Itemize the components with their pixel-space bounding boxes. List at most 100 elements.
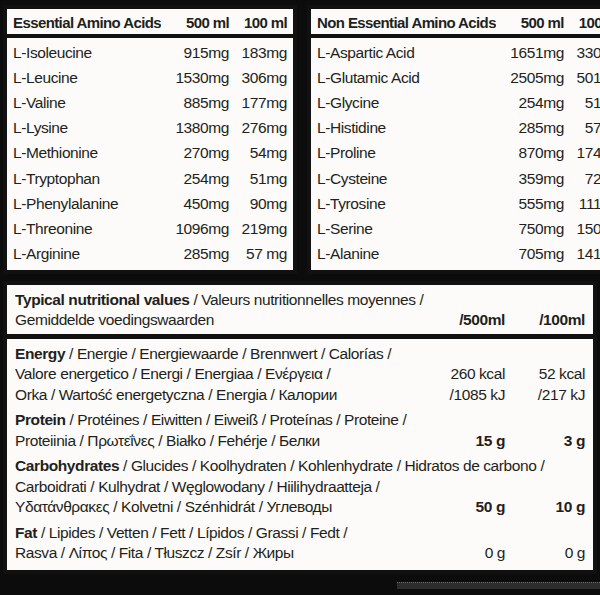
- nutrition-section-energy: Energy / Energie / Energiewaarde / Brenn…: [15, 344, 585, 406]
- amino-value-500ml: 285mg: [161, 245, 229, 263]
- nutrition-line: Carboidrati / Kulhydrat / Węglowodany / …: [15, 477, 585, 498]
- amino-value-100ml: 111mg: [564, 195, 600, 213]
- amino-acid-row: L-Glycine254mg51mg: [311, 90, 600, 115]
- amino-acid-name: L-Serine: [317, 220, 496, 238]
- amino-acid-name: L-Leucine: [13, 69, 161, 87]
- nutrition-line-text: Protein / Protéines / Eiwitten / Eiweiß …: [15, 410, 585, 431]
- value-per-100ml: 3 g: [505, 431, 585, 452]
- amino-tables-row: Essential Amino Acids 500 ml 100 ml L-Is…: [3, 5, 597, 274]
- nutrition-section-fat: Fat / Lipides / Vetten / Fett / Lípidos …: [15, 523, 585, 564]
- nutrition-line-text: Carbohydrates / Glucides / Koolhydraten …: [15, 456, 585, 477]
- non-essential-table-rows: L-Aspartic Acid1651mg330mg L-Glutamic Aci…: [311, 38, 600, 270]
- amino-acid-row: L-Phenylalanine450mg90mg: [7, 191, 293, 216]
- amino-acid-name: L-Cysteine: [317, 170, 496, 188]
- nutrient-term: Carbohydrates: [15, 457, 119, 474]
- nutrition-column-500ml: /500ml: [415, 310, 505, 331]
- amino-acid-row: L-Arginine285mg57 mg: [7, 242, 293, 267]
- amino-value-500ml: 750mg: [496, 220, 564, 238]
- amino-acid-name: L-Valine: [13, 94, 161, 112]
- nutrition-line-text: Rasva / Λίπος / Fita / Tłuszcz / Zsír / …: [15, 543, 415, 564]
- essential-table-rows: L-Isoleucine915mg183mg L-Leucine1530mg306…: [7, 38, 293, 270]
- nutrition-title: Typical nutritional values / Valeurs nut…: [15, 290, 585, 311]
- nutrition-column-100ml: /100ml: [505, 310, 585, 331]
- amino-value-100ml: 57mg: [564, 119, 600, 137]
- value-per-500ml: 15 g: [415, 431, 505, 452]
- non-essential-table-title: Non Essential Amino Acids: [317, 14, 496, 31]
- nutrition-section-protein: Protein / Protéines / Eiwitten / Eiweiß …: [15, 410, 585, 451]
- amino-value-100ml: 90mg: [229, 195, 287, 213]
- amino-acid-row: L-Valine885mg177mg: [7, 90, 293, 115]
- amino-acid-row: L-Isoleucine915mg183mg: [7, 40, 293, 65]
- amino-acid-row: L-Lysine1380mg276mg: [7, 116, 293, 141]
- amino-acid-name: L-Tryptophan: [13, 170, 161, 188]
- amino-acid-name: L-Aspartic Acid: [317, 44, 496, 62]
- column-header-100ml: 100 ml: [564, 14, 600, 31]
- column-header-100ml: 100 ml: [229, 14, 287, 31]
- amino-acid-row: L-Tryptophan254mg51mg: [7, 166, 293, 191]
- amino-value-100ml: 51mg: [564, 94, 600, 112]
- amino-value-500ml: 285mg: [496, 119, 564, 137]
- nutrition-line: Carbohydrates / Glucides / Koolhydraten …: [15, 456, 585, 477]
- amino-acid-name: L-Isoleucine: [13, 44, 161, 62]
- amino-acid-name: L-Histidine: [317, 119, 496, 137]
- amino-value-500ml: 1530mg: [161, 69, 229, 87]
- nutrition-line-text: Orka / Wartość energetyczna / Energia / …: [15, 385, 415, 406]
- essential-table-title: Essential Amino Acids: [13, 14, 161, 31]
- amino-acid-row: L-Cysteine359mg72mg: [311, 166, 600, 191]
- amino-value-500ml: 1651mg: [496, 44, 564, 62]
- nutrition-line: Fat / Lipides / Vetten / Fett / Lípidos …: [15, 523, 585, 544]
- amino-value-100ml: 174mg: [564, 144, 600, 162]
- value-per-500ml: 0 g: [415, 543, 505, 564]
- essential-amino-acids-table: Essential Amino Acids 500 ml 100 ml L-Is…: [3, 5, 297, 274]
- nutrition-line: Protein / Protéines / Eiwitten / Eiweiß …: [15, 410, 585, 431]
- value-per-500ml: /1085 kJ: [415, 385, 505, 406]
- nutrition-line-text: Valore energetico / Energi / Energiaa / …: [15, 364, 415, 385]
- value-per-100ml: /217 kJ: [505, 385, 585, 406]
- amino-acid-row: L-Methionine270mg54mg: [7, 141, 293, 166]
- amino-value-500ml: 254mg: [496, 94, 564, 112]
- nutrition-line-text: Energy / Energie / Energiewaarde / Brenn…: [15, 344, 585, 365]
- value-per-100ml: 52 kcal: [505, 364, 585, 385]
- amino-value-100ml: 72mg: [564, 170, 600, 188]
- amino-acid-row: L-Aspartic Acid1651mg330mg: [311, 40, 600, 65]
- amino-acid-name: L-Arginine: [13, 245, 161, 263]
- non-essential-amino-acids-table: Non Essential Amino Acids 500 ml 100 ml …: [307, 5, 600, 274]
- amino-value-500ml: 885mg: [161, 94, 229, 112]
- amino-acid-row: L-Tyrosine555mg111mg: [311, 191, 600, 216]
- amino-acid-name: L-Glutamic Acid: [317, 69, 496, 87]
- amino-value-500ml: 705mg: [496, 245, 564, 263]
- nutrition-line-text: Fat / Lipides / Vetten / Fett / Lípidos …: [15, 523, 585, 544]
- amino-value-500ml: 2505mg: [496, 69, 564, 87]
- nutrition-title-line2: Gemiddelde voedingswaarden: [15, 310, 415, 331]
- nutrition-title-rest: / Valeurs nutritionnelles moyennes /: [190, 291, 424, 308]
- amino-value-500ml: 359mg: [496, 170, 564, 188]
- amino-acid-row: L-Proline870mg174mg: [311, 141, 600, 166]
- value-per-500ml: 50 g: [415, 497, 505, 518]
- amino-acid-name: L-Proline: [317, 144, 496, 162]
- column-header-500ml: 500 ml: [161, 14, 229, 31]
- amino-acid-name: L-Threonine: [13, 220, 161, 238]
- amino-acid-name: L-Phenylalanine: [13, 195, 161, 213]
- amino-value-100ml: 330mg: [564, 44, 600, 62]
- amino-value-500ml: 1380mg: [161, 119, 229, 137]
- amino-acid-name: L-Tyrosine: [317, 195, 496, 213]
- amino-value-100ml: 57 mg: [229, 245, 287, 263]
- amino-value-500ml: 1096mg: [161, 220, 229, 238]
- nutrition-line: Orka / Wartość energetyczna / Energia / …: [15, 385, 585, 406]
- nutrition-title-bold: Typical nutritional values: [15, 291, 190, 308]
- amino-value-100ml: 501mg: [564, 69, 600, 87]
- nutrition-line: Valore energetico / Energi / Energiaa / …: [15, 364, 585, 385]
- column-header-500ml: 500 ml: [496, 14, 564, 31]
- amino-value-500ml: 270mg: [161, 144, 229, 162]
- amino-acid-name: L-Glycine: [317, 94, 496, 112]
- amino-acid-row: L-Alanine705mg141mg: [311, 242, 600, 267]
- amino-value-500ml: 870mg: [496, 144, 564, 162]
- amino-value-500ml: 254mg: [161, 170, 229, 188]
- amino-value-100ml: 150mg: [564, 220, 600, 238]
- nutrition-line-text: Υδατάνθρακες / Kolvetni / Szénhidrát / У…: [15, 497, 415, 518]
- amino-value-500ml: 450mg: [161, 195, 229, 213]
- typical-nutritional-values-panel: Typical nutritional values / Valeurs nut…: [3, 281, 597, 574]
- bottom-edge-segment: [397, 582, 600, 589]
- amino-value-100ml: 306mg: [229, 69, 287, 87]
- nutrient-term: Energy: [15, 345, 65, 362]
